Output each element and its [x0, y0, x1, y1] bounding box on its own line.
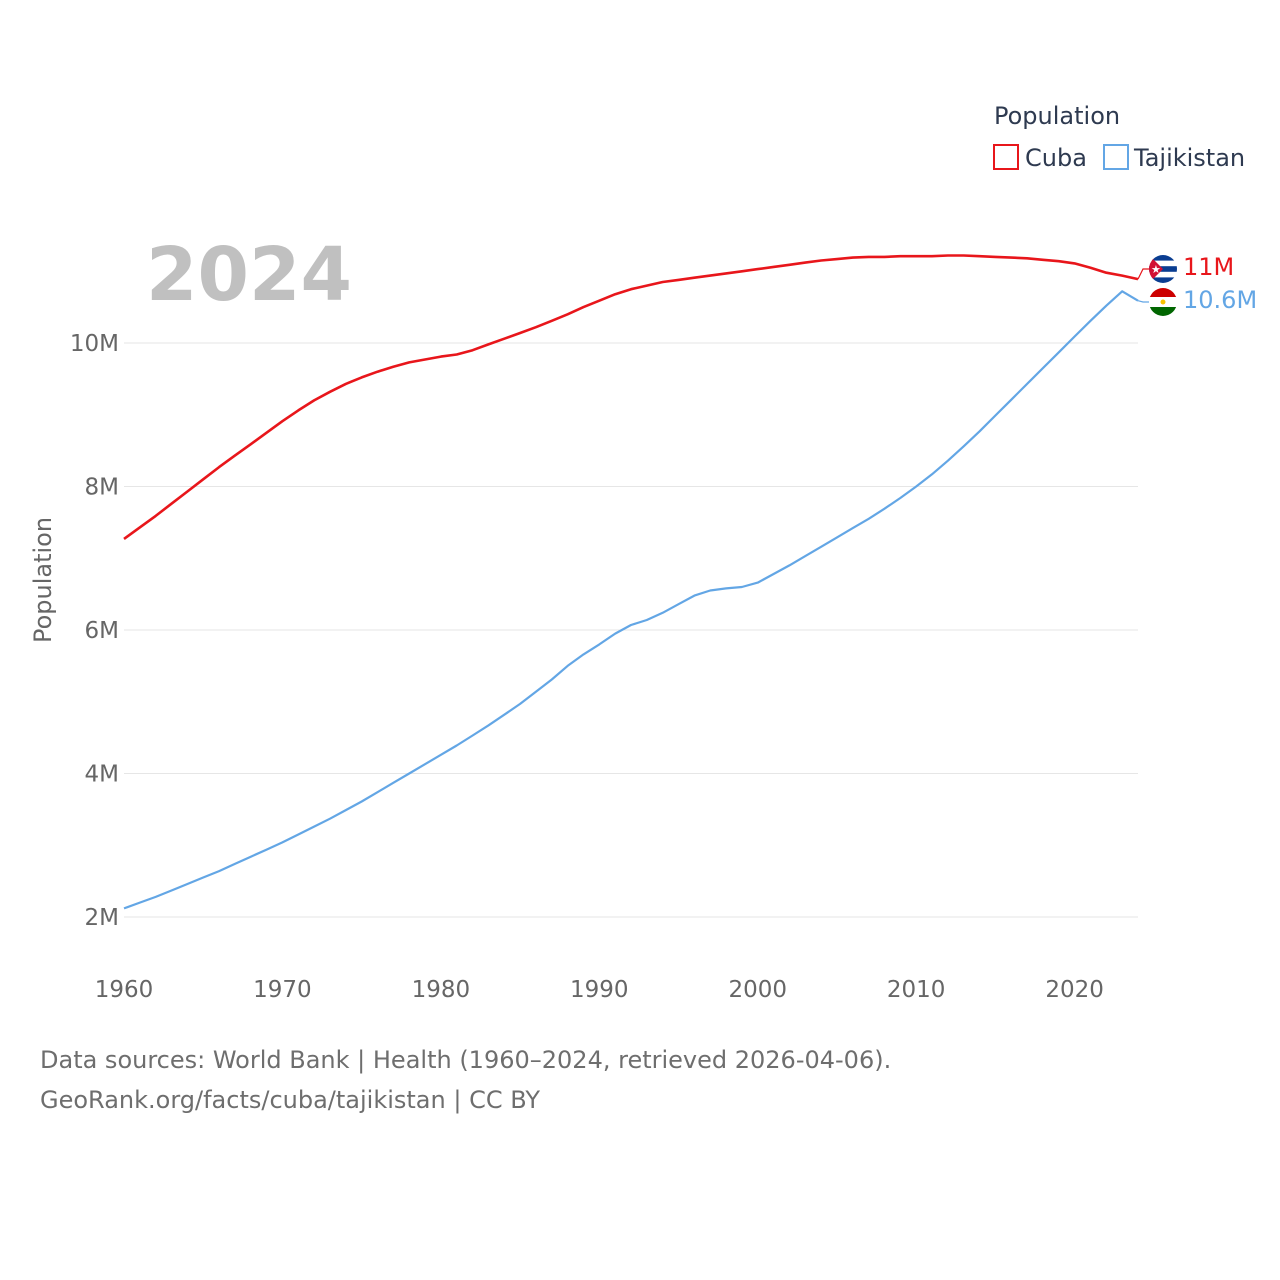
y-tick-label: 6M [85, 618, 119, 644]
x-tick-label: 1990 [570, 977, 629, 1003]
end-labels: 11M 10.6M [1183, 253, 1257, 314]
x-tick-label: 2000 [728, 977, 787, 1003]
legend-label-cuba: Cuba [1025, 144, 1087, 172]
end-connector [1137, 300, 1149, 303]
x-tick-label: 1970 [253, 977, 312, 1003]
license-line: GeoRank.org/facts/cuba/tajikistan | CC B… [40, 1086, 541, 1114]
y-tick-label: 4M [85, 762, 119, 788]
legend-item-cuba[interactable]: Cuba [993, 144, 1087, 172]
y-axis-ticks: 2M 4M 6M 8M 10M [70, 331, 119, 931]
legend-label-tajikistan: Tajikistan [1133, 144, 1245, 172]
data-source-footer: Data sources: World Bank | Health (1960–… [40, 1040, 891, 1120]
series-lines [123, 254, 1149, 910]
svg-text:★: ★ [1151, 263, 1161, 276]
cuba-flag-icon: ★ [1149, 255, 1177, 283]
y-tick-label: 2M [85, 905, 119, 931]
gridlines [124, 342, 1138, 918]
legend-swatch-cuba [993, 144, 1019, 170]
end-label-cuba: 11M [1183, 253, 1234, 281]
series-line-tajikistan[interactable] [123, 290, 1139, 910]
legend: Population Cuba Tajikistan [993, 102, 1245, 172]
series-line-cuba[interactable] [123, 254, 1139, 540]
end-flags: ★ [1149, 255, 1177, 316]
y-tick-label: 10M [70, 331, 119, 357]
end-label-tajikistan: 10.6M [1183, 286, 1257, 314]
end-connector [1137, 268, 1149, 280]
source-line: Data sources: World Bank | Health (1960–… [40, 1046, 892, 1074]
x-tick-label: 2010 [887, 977, 946, 1003]
legend-swatch-tajikistan [1103, 144, 1129, 170]
y-tick-label: 8M [85, 475, 119, 501]
tajikistan-flag-icon [1149, 288, 1177, 316]
year-label: 2024 [146, 232, 352, 318]
y-axis-label: Population [29, 517, 57, 643]
x-tick-label: 1980 [412, 977, 471, 1003]
x-tick-label: 1960 [95, 977, 154, 1003]
x-tick-label: 2020 [1045, 977, 1104, 1003]
legend-item-tajikistan[interactable]: Tajikistan [1103, 144, 1245, 172]
x-axis-ticks: 1960 1970 1980 1990 2000 2010 2020 [95, 977, 1104, 1003]
legend-title: Population [994, 102, 1120, 130]
